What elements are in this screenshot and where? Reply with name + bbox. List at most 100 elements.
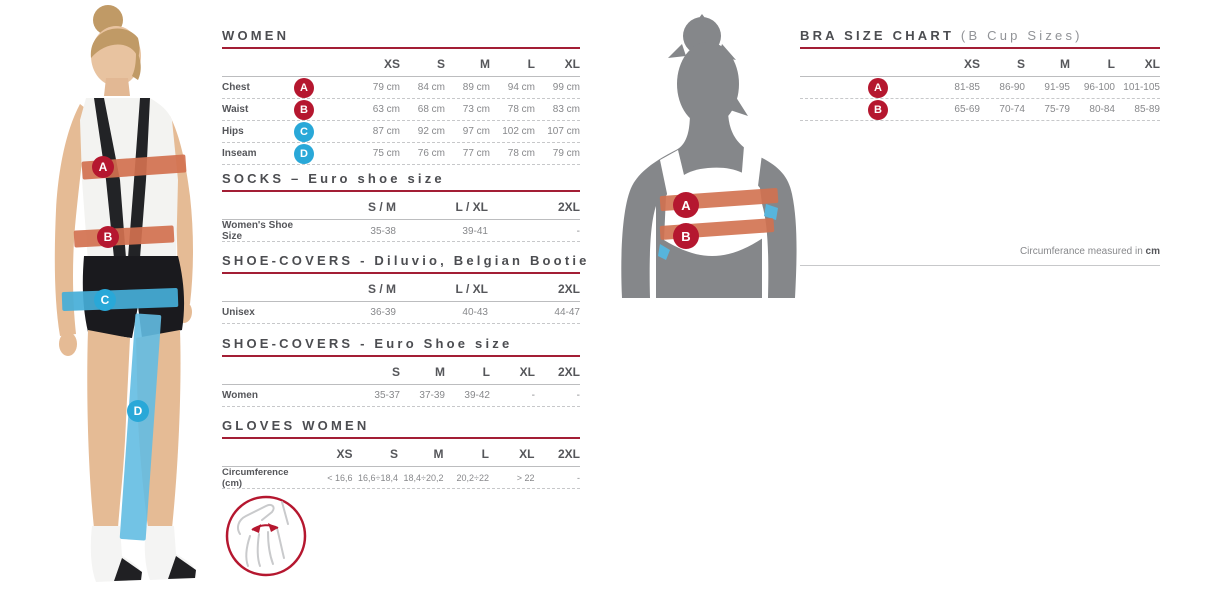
table-row: Women's Shoe Size 35-38 39-41 - xyxy=(222,220,580,242)
cell-value: 99 cm xyxy=(552,82,580,93)
row-label: Circumference (cm) xyxy=(222,467,289,489)
cell-value: 18,4÷20,2 xyxy=(403,473,444,483)
section-title: SHOE-COVERS - Diluvio, Belgian Bootie xyxy=(222,253,590,268)
cell-value: 101-105 xyxy=(1123,82,1160,93)
cell-value: 40-43 xyxy=(462,307,488,318)
cell-value: - xyxy=(576,225,580,237)
badge-d-icon xyxy=(127,400,149,422)
bra-size-chart-section: BRA SIZE CHART (B Cup Sizes) XS S M L XL… xyxy=(800,28,1160,121)
shoecovers-diluvio-section: SHOE-COVERS - Diluvio, Belgian Bootie S … xyxy=(222,253,590,324)
silhouette-head xyxy=(677,42,739,126)
size-badge-c: C xyxy=(294,121,314,142)
badge-b-letter: B xyxy=(681,229,690,244)
column-header: 2XL xyxy=(557,365,580,379)
title-rule xyxy=(222,355,580,357)
measurement-bands xyxy=(61,154,187,541)
row-label: Inseam xyxy=(222,148,257,159)
cell-value: 79 cm xyxy=(372,82,400,93)
cell-value: 83 cm xyxy=(552,104,580,115)
cell-value: - xyxy=(531,390,535,401)
section-title: GLOVES WOMEN xyxy=(222,418,370,433)
column-header: XL xyxy=(1144,57,1160,71)
left-leg xyxy=(87,330,130,528)
badge-c-icon xyxy=(94,289,116,311)
table-row: Women 35-37 37-39 39-42 - - xyxy=(222,385,580,407)
note-unit: cm xyxy=(1145,246,1160,257)
table-header-row: S / M L / XL 2XL xyxy=(222,274,580,302)
measurement-note: Circumferance measured in cm xyxy=(800,246,1160,266)
table-row: Chest A 79 cm 84 cm 89 cm 94 cm 99 cm xyxy=(222,77,580,99)
cell-value: 75-79 xyxy=(1044,104,1070,115)
size-badge-a: A xyxy=(868,77,888,98)
table-row: A 81-85 86-90 91-95 96-100 101-105 xyxy=(800,77,1160,99)
row-label: Women xyxy=(222,390,258,401)
badge-a-icon xyxy=(673,192,699,218)
size-badge-d: D xyxy=(294,143,314,164)
column-header: M xyxy=(435,365,445,379)
gloves-section: GLOVES WOMEN XS S M L XL 2XL Circumferen… xyxy=(222,418,580,489)
column-header: S xyxy=(391,365,400,379)
bra-silhouette-figure: A B xyxy=(621,14,797,298)
title-rule xyxy=(222,437,580,439)
cell-value: 70-74 xyxy=(999,104,1025,115)
column-header: L xyxy=(481,447,489,461)
row-label: Hips xyxy=(222,126,244,137)
cell-value: 81-85 xyxy=(954,82,980,93)
table-header-row: XS S M L XL 2XL xyxy=(222,439,580,467)
title-rule xyxy=(222,47,580,49)
section-title: SHOE-COVERS - Euro Shoe size xyxy=(222,336,513,351)
bra-subtitle: (B Cup Sizes) xyxy=(960,28,1083,43)
measure-band-hips xyxy=(61,288,179,311)
badge-b-icon xyxy=(673,223,699,249)
column-header: XL xyxy=(519,447,535,461)
row-label: Unisex xyxy=(222,307,255,318)
column-header: XS xyxy=(963,57,980,71)
size-badge-b: B xyxy=(868,99,888,120)
cell-value: 63 cm xyxy=(372,104,400,115)
table-row: Waist B 63 cm 68 cm 73 cm 78 cm 83 cm xyxy=(222,99,580,121)
cell-value: - xyxy=(577,473,580,483)
note-text: Circumferance measured in xyxy=(1019,246,1143,257)
cell-value: < 16,6 xyxy=(327,473,353,483)
table-header-row: S / M L / XL 2XL xyxy=(222,192,580,220)
table-row: B 65-69 70-74 75-79 80-84 85-89 xyxy=(800,99,1160,121)
badge-d-letter: D xyxy=(134,404,143,418)
shoecovers-euro-section: SHOE-COVERS - Euro Shoe size S M L XL 2X… xyxy=(222,336,580,407)
bra-title: BRA SIZE CHART xyxy=(800,28,955,43)
cell-value: 20,2÷22 xyxy=(456,473,489,483)
cell-value: > 22 xyxy=(516,473,535,483)
cell-value: 87 cm xyxy=(372,126,400,137)
column-header: M xyxy=(433,447,444,461)
title-rule xyxy=(222,190,580,192)
column-header: XL xyxy=(564,57,580,71)
bib-strap-left xyxy=(94,98,126,258)
column-header: S / M xyxy=(367,282,396,296)
table-header-row: XS S M L XL xyxy=(222,49,580,77)
column-header: S xyxy=(1016,57,1025,71)
socks-section: SOCKS – Euro shoe size S / M L / XL 2XL … xyxy=(222,171,580,242)
cell-value: 77 cm xyxy=(462,148,490,159)
cell-value: 91-95 xyxy=(1044,82,1070,93)
women-section: WOMEN XS S M L XL Chest A 79 cm 84 cm 89… xyxy=(222,28,580,165)
cell-value: 97 cm xyxy=(462,126,490,137)
measure-band-inseam xyxy=(119,313,162,541)
column-header: XS xyxy=(383,57,400,71)
cell-value: 35-37 xyxy=(374,390,400,401)
badge-c-letter: C xyxy=(101,293,110,307)
cell-value: 85-89 xyxy=(1134,104,1160,115)
cell-value: 68 cm xyxy=(417,104,445,115)
badge-a-icon xyxy=(92,156,114,178)
cell-value: 80-84 xyxy=(1089,104,1115,115)
column-header: 2XL xyxy=(557,200,580,214)
badge-b-icon xyxy=(97,226,119,248)
cell-value: 73 cm xyxy=(462,104,490,115)
cell-value: 76 cm xyxy=(417,148,445,159)
cell-value: 39-41 xyxy=(462,225,488,237)
model-photo-figure: A B C D xyxy=(54,5,197,582)
cell-value: 75 cm xyxy=(372,148,400,159)
section-title: SOCKS – Euro shoe size xyxy=(222,171,445,186)
size-badge-b: B xyxy=(294,99,314,120)
glove-measure-icon xyxy=(225,495,307,577)
cell-value: 92 cm xyxy=(417,126,445,137)
